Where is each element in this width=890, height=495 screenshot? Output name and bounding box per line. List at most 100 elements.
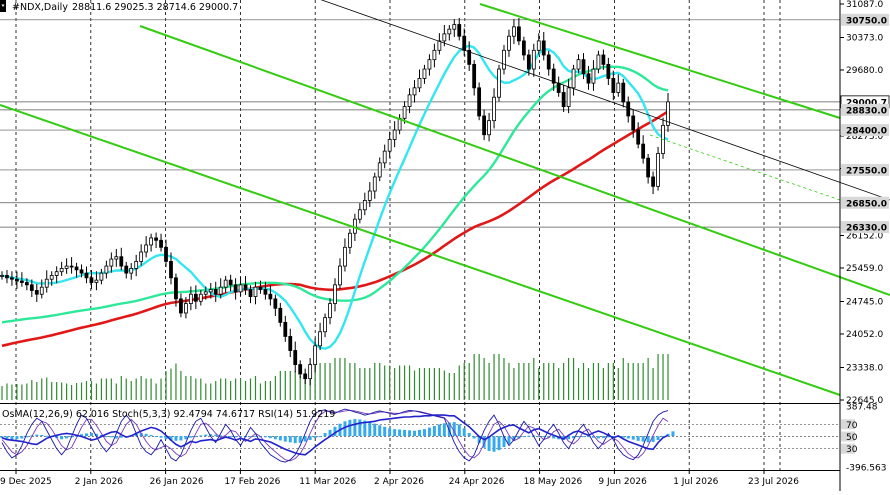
trend-line: [0, 104, 841, 396]
osma-bar: [20, 436, 24, 439]
osma-bar: [328, 429, 332, 437]
candle-body: [417, 78, 422, 89]
candle-body: [99, 272, 104, 281]
candle-body: [447, 28, 452, 35]
candle-body: [492, 96, 496, 122]
osma-bar: [582, 436, 585, 438]
candle-body: [19, 280, 24, 283]
osma-bar: [403, 429, 407, 437]
candle-body: [343, 246, 347, 267]
candle-body: [179, 298, 183, 314]
osma-bar: [323, 433, 327, 437]
candle-body: [283, 321, 288, 337]
candle-body: [24, 282, 29, 286]
osma-bar: [219, 435, 223, 437]
candle-body: [517, 26, 521, 42]
osma-bar: [318, 436, 322, 438]
candle-body: [531, 49, 536, 70]
osma-bar: [204, 434, 208, 437]
candle-body: [467, 49, 472, 65]
x-tick-label: 11 Mar 2026: [299, 477, 356, 487]
candle-body: [134, 260, 139, 269]
osma-bar: [80, 434, 84, 437]
osma-bar: [268, 436, 272, 439]
osma-bar: [418, 429, 421, 437]
osma-bar: [283, 436, 287, 442]
osma-bar: [492, 436, 496, 452]
candle-body: [273, 298, 278, 309]
x-tick-label: 18 May 2026: [524, 477, 583, 487]
candle-body: [119, 256, 124, 267]
osma-bar: [363, 420, 367, 437]
candle-body: [576, 59, 581, 70]
x-tick-label: 9 Dec 2025: [0, 477, 52, 487]
osma-bar: [199, 435, 203, 437]
candle-body: [109, 258, 114, 267]
candle-body: [154, 237, 158, 241]
y-tick-label: 26152.0: [846, 231, 883, 241]
x-tick-label: 17 Feb 2026: [224, 477, 280, 487]
osma-bar: [15, 436, 19, 440]
osma-bar: [591, 436, 595, 438]
osma-bar: [442, 423, 446, 437]
candle-body: [551, 68, 556, 84]
osma-bar: [109, 436, 113, 438]
osma-bar: [601, 436, 605, 439]
candle-body: [402, 106, 407, 119]
trend-line: [479, 3, 841, 119]
candle-body: [666, 101, 670, 126]
osma-bar: [89, 433, 93, 437]
candle-body: [323, 317, 327, 333]
candle-body: [10, 277, 14, 280]
candle-body: [382, 150, 387, 164]
osma-bar: [462, 428, 466, 437]
y-tick-label: 28273.0: [846, 132, 883, 142]
osma-bar: [35, 434, 39, 437]
osma-bar: [85, 433, 88, 437]
osma-bar: [60, 436, 64, 440]
osma-bar: [263, 436, 267, 438]
price-label-box: [841, 163, 889, 176]
candle-body: [144, 244, 149, 253]
candle-body: [626, 101, 631, 117]
x-tick-label: 26 Jan 2026: [150, 477, 204, 487]
candle-body: [338, 265, 342, 286]
candle-body: [437, 40, 442, 51]
dropdown-arrow-icon[interactable]: [1, 4, 5, 8]
candle-body: [258, 286, 263, 290]
osma-bar: [661, 436, 665, 438]
candle-body: [228, 279, 233, 286]
candle-body: [457, 24, 462, 37]
osma-bar: [293, 436, 297, 444]
x-tick-label: 23 Jul 2026: [748, 477, 799, 487]
candle-body: [502, 49, 506, 70]
osma-bar: [457, 424, 461, 437]
osma-bar: [134, 433, 138, 437]
osma-bar: [507, 436, 511, 444]
price-level-label: 28830.0: [846, 106, 887, 116]
candle-body: [64, 265, 69, 269]
osma-bar: [343, 421, 347, 437]
price-level-label: 26850.0: [846, 199, 887, 209]
candle-body: [243, 284, 248, 290]
osma-bar: [641, 436, 645, 442]
candle-body: [333, 284, 337, 305]
level-label-box: [841, 419, 855, 430]
candle-body: [536, 40, 541, 51]
osma-bar: [552, 436, 556, 439]
osma-bar: [482, 436, 486, 448]
osma-bar: [368, 422, 372, 437]
osma-bar: [596, 436, 600, 439]
candle-body: [114, 256, 119, 260]
osma-bar: [472, 436, 476, 439]
osma-bar: [586, 436, 590, 438]
osma-bar: [497, 436, 501, 451]
candle-body: [34, 290, 39, 295]
osma-bar: [239, 436, 243, 438]
osma-bar: [75, 435, 79, 437]
candle-body: [586, 73, 591, 84]
candle-body: [566, 87, 571, 107]
stoch-main-line: [1, 408, 669, 463]
